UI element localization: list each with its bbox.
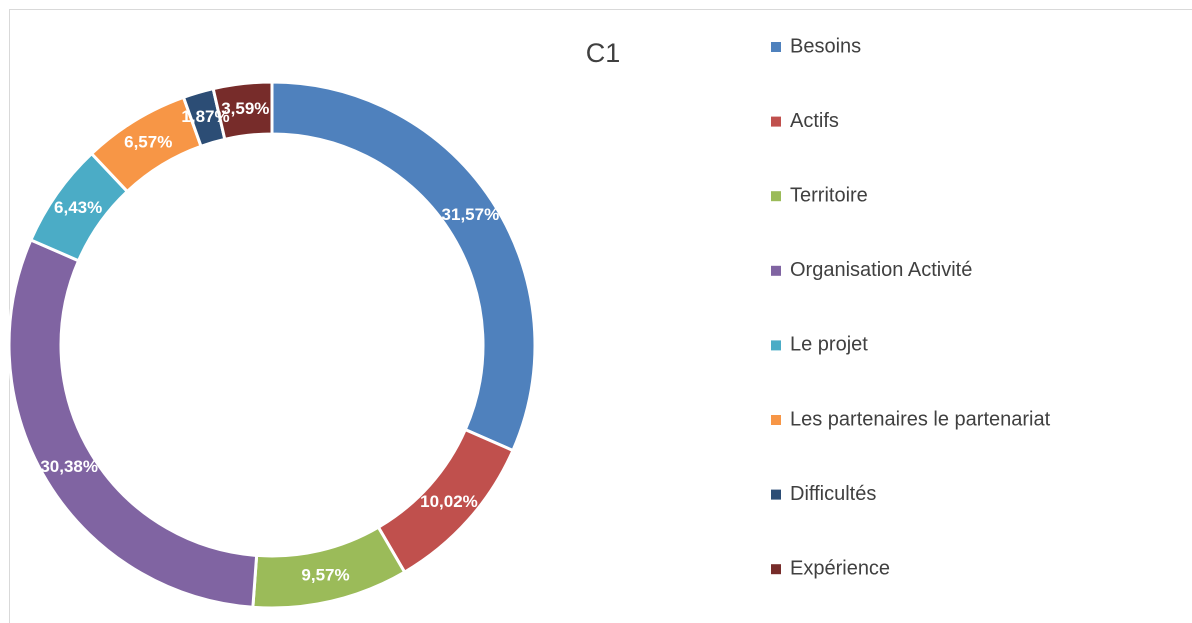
legend-swatch [771, 489, 781, 500]
legend-swatch [771, 191, 781, 202]
legend-label: Besoins [790, 35, 861, 57]
data-label: 6,43% [54, 198, 102, 217]
legend-label: Expérience [790, 557, 890, 579]
legend-swatch [771, 564, 781, 575]
data-label: 31,57% [442, 205, 500, 224]
data-label: 10,02% [420, 492, 478, 511]
legend-label: Difficultés [790, 483, 876, 505]
legend-swatch [771, 265, 781, 276]
legend-label: Organisation Activité [790, 259, 972, 281]
data-label: 3,59% [221, 99, 269, 118]
data-label: 1,87% [181, 107, 229, 126]
legend-label: Territoire [790, 184, 868, 206]
legend-swatch [771, 116, 781, 127]
data-label: 30,38% [40, 457, 98, 476]
legend-label: Actifs [790, 110, 839, 132]
legend-label: Le projet [790, 334, 868, 356]
legend-swatch [771, 415, 781, 425]
donut-segment [211, 80, 274, 142]
legend-swatch [771, 42, 781, 52]
chart-title: C1 [586, 38, 621, 68]
donut-segment [270, 80, 537, 453]
legend-swatch [771, 340, 781, 351]
legend-label: Les partenaires le partenariat [790, 408, 1051, 430]
data-label: 9,57% [301, 565, 349, 584]
donut-segment [7, 237, 259, 609]
data-label: 6,57% [124, 132, 172, 151]
